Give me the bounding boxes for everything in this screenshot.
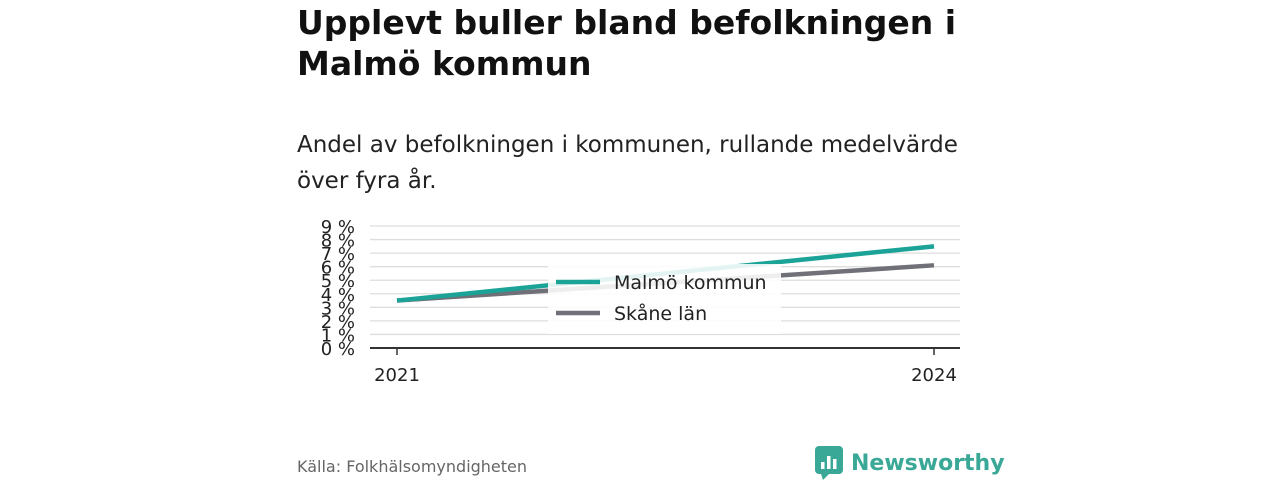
y-tick-label: 5 % — [321, 271, 355, 292]
y-tick-label: 2 % — [321, 312, 355, 333]
legend-label: Skåne län — [614, 302, 707, 325]
x-tick-label: 2021 — [374, 365, 420, 386]
chart-title: Upplevt buller bland befolkningen i Malm… — [297, 3, 957, 83]
x-axis: 2021 2024 — [370, 347, 960, 386]
y-tick-label: 9 % — [321, 217, 355, 238]
brand-logo: Newsworthy — [815, 446, 1005, 480]
y-tick-label: 0 % — [321, 339, 355, 360]
legend-label: Malmö kommun — [614, 272, 767, 294]
source-note: Källa: Folkhälsomyndigheten — [297, 457, 528, 476]
line-chart: 0 %1 %2 %3 %4 %5 %6 %7 %8 %9 % 2021 2024 … — [321, 217, 960, 386]
y-tick-label: 3 % — [321, 298, 355, 319]
brand-name: Newsworthy — [851, 450, 1005, 476]
y-tick-label: 8 % — [321, 231, 355, 252]
legend: Malmö kommun Skåne län — [548, 264, 781, 334]
y-tick-label: 1 % — [321, 325, 355, 346]
newsworthy-logo-icon — [815, 446, 843, 480]
chart-subtitle: Andel av befolkningen i kommunen, rullan… — [297, 132, 958, 194]
legend-box — [548, 264, 781, 334]
y-tick-label: 4 % — [321, 285, 355, 306]
y-axis-labels: 0 %1 %2 %3 %4 %5 %6 %7 %8 %9 % — [321, 217, 355, 360]
y-tick-label: 7 % — [321, 244, 355, 265]
y-tick-label: 6 % — [321, 258, 355, 279]
x-tick-label: 2024 — [911, 365, 957, 386]
